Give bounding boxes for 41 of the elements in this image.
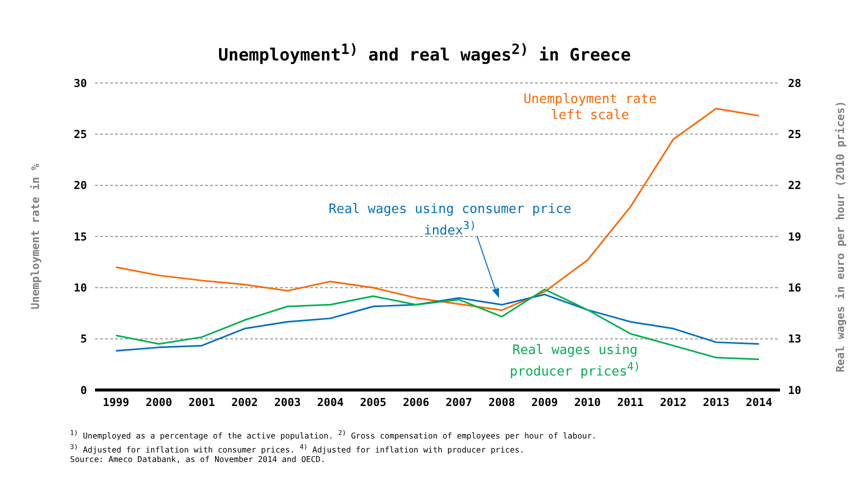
line-series bbox=[115, 288, 760, 360]
text: Real wages using consumer price index$^{3)}$ bbox=[328, 202, 572, 240]
text: $^{3)}$ Adjusted for inflation with consumer prices. $^{4)}$ Adjusted for inflation with producer prices. bbox=[70, 442, 526, 456]
y-tick-label: 5 bbox=[80, 332, 87, 346]
x-tick-label: 2001 bbox=[188, 396, 216, 409]
x-tick-label: 2009 bbox=[531, 396, 558, 409]
y2-tick-label: 28 bbox=[788, 76, 802, 90]
x-tick-label: 2013 bbox=[702, 396, 730, 409]
x-tick-label: 2002 bbox=[231, 396, 258, 409]
y-tick-label: 15 bbox=[74, 230, 87, 244]
y2-tick-label: 10 bbox=[788, 384, 802, 397]
x-tick-label: 2014 bbox=[746, 396, 773, 409]
x-tick-label: 1999 bbox=[102, 396, 130, 409]
y-tick-label: 30 bbox=[74, 76, 87, 90]
y2-tick-label: 13 bbox=[788, 332, 802, 346]
x-tick-label: 2005 bbox=[360, 396, 386, 409]
x-tick-label: 2012 bbox=[660, 396, 687, 409]
x-tick-label: 2006 bbox=[402, 396, 430, 409]
y-tick-label: 0 bbox=[80, 384, 87, 397]
line-series bbox=[115, 108, 760, 311]
y2-axis-title: Real wages in euro per hour (2010 prices) bbox=[834, 100, 847, 372]
y-tick-label: 10 bbox=[74, 282, 87, 295]
x-tick-label: 2003 bbox=[274, 396, 301, 409]
x-tick-label: 2011 bbox=[617, 396, 644, 409]
x-tick-label: 2007 bbox=[446, 396, 472, 409]
series-label: Unemployment rate left scale bbox=[522, 92, 658, 124]
source-note: Source: Ameco Databank, as of November 2014 and OECD. bbox=[70, 455, 326, 466]
y2-tick-label: 16 bbox=[788, 282, 802, 295]
y-tick-label: 25 bbox=[74, 128, 87, 142]
x-tick-label: 2008 bbox=[488, 396, 516, 409]
y-axis-title: Unemployment rate in % bbox=[28, 163, 42, 310]
y2-tick-label: 19 bbox=[788, 230, 802, 244]
series-label: Real wages using producer prices$^{4)}$ bbox=[508, 343, 642, 380]
chart-title: Unemployment$^{1)}$ and real wages$^{2)}$ in Greece bbox=[217, 42, 632, 66]
y2-tick-label: 25 bbox=[788, 128, 802, 142]
x-tick-label: 2004 bbox=[317, 396, 344, 409]
x-tick-label: 2010 bbox=[574, 396, 601, 409]
x-tick-label: 2000 bbox=[146, 396, 172, 409]
text: $^{1)}$ Unemployed as a percentage of the active population. $^{2)}$ Gross compensation of employees per hour of labour. bbox=[70, 428, 597, 442]
y-tick-label: 20 bbox=[74, 179, 87, 192]
y2-tick-label: 22 bbox=[788, 179, 802, 192]
